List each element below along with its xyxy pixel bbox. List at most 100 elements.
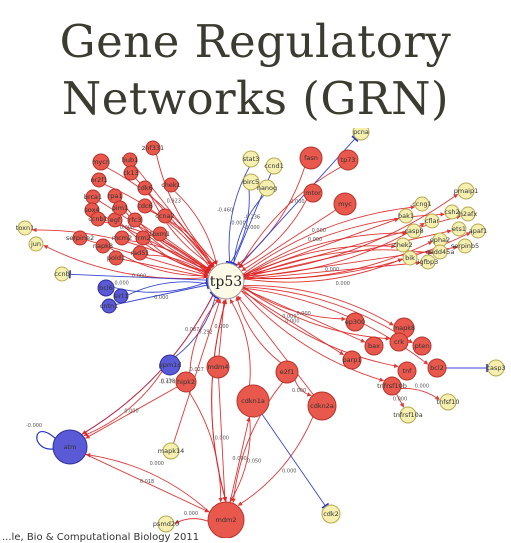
gene-node-label: mapk8: [393, 324, 415, 332]
gene-node-mdm2[interactable]: mdm2: [207, 501, 245, 538]
gene-node-bik[interactable]: bik: [402, 250, 418, 266]
edge-tp53-to-ccng1: [242, 205, 416, 275]
gene-node-ccnd1[interactable]: ccnd1: [264, 157, 284, 175]
gene-node-hipk2[interactable]: hipk2: [175, 371, 197, 393]
gene-node-ppm1d[interactable]: ppm1d: [159, 354, 182, 376]
gene-node-label: atm: [64, 443, 77, 451]
gene-node-label: foxm1: [150, 230, 170, 238]
gene-node-pold1[interactable]: pold1: [107, 250, 125, 266]
gene-node-serpine2[interactable]: serpine2: [66, 230, 94, 246]
gene-node-e2f1[interactable]: e2f1: [275, 360, 299, 384]
gene-node-ccnb_s[interactable]: ccnb: [54, 266, 70, 282]
gene-node-psmd20[interactable]: psmd20: [153, 515, 179, 533]
edge-weight-label: 0.000: [308, 237, 322, 243]
gene-node-igfbp3[interactable]: igfbp3: [418, 254, 439, 270]
gene-node-circle: [163, 177, 179, 193]
gene-node-ep300[interactable]: ep300: [345, 312, 366, 332]
edge-mdm2-to-cdkn1a: [229, 417, 251, 503]
gene-node-nr2f1[interactable]: nr2f1: [90, 172, 108, 188]
edge-weight-label: 0.000: [215, 436, 229, 442]
gene-node-bcl2[interactable]: bcl2: [427, 358, 447, 378]
gene-node-cdk6[interactable]: cdk6: [137, 180, 153, 196]
gene-node-cdk2[interactable]: cdk2: [321, 504, 341, 524]
gene-node-parp1[interactable]: parp1: [342, 350, 362, 370]
gene-node-ets1[interactable]: ets1: [451, 221, 467, 237]
gene-node-circle: [303, 183, 323, 203]
gene-node-ck13[interactable]: ck13: [123, 165, 139, 181]
gene-node-jun[interactable]: jun: [28, 236, 44, 252]
gene-node-gadd45a[interactable]: gadd45a: [426, 244, 455, 260]
gene-node-fasn[interactable]: fasn: [299, 146, 323, 170]
gene-node-mtor[interactable]: mtor: [303, 183, 323, 203]
gene-node-ccng1[interactable]: ccng1: [412, 196, 432, 212]
gene-node-casp8[interactable]: casp8: [404, 223, 424, 239]
gene-node-ccna2[interactable]: ccna2: [155, 208, 175, 224]
edge-weight-label: 0.738: [161, 379, 175, 385]
gene-node-pim1[interactable]: pim1: [112, 200, 128, 216]
gene-node-circle: [399, 406, 417, 424]
gene-node-circle: [90, 211, 106, 227]
gene-node-toxn1[interactable]: toxn1: [16, 220, 34, 236]
gene-node-mcm2[interactable]: mcm2: [112, 230, 132, 246]
gene-node-ccnb1[interactable]: ccnb1: [88, 211, 108, 227]
gene-node-label: chek1: [161, 181, 181, 189]
gene-node-tnfsf10[interactable]: tnfsf10: [437, 393, 460, 411]
edge-chek2g-to-tp53: [140, 223, 211, 271]
gene-node-pmaip1[interactable]: pmaip1: [454, 182, 479, 200]
gene-node-rrm2[interactable]: rrm2: [135, 230, 151, 246]
gene-node-foxm1[interactable]: foxm1: [150, 226, 170, 242]
gene-node-mdm4[interactable]: mdm4: [206, 355, 230, 379]
gene-node-tp73[interactable]: tp73: [337, 149, 359, 171]
gene-network-diagram: 0.9230.0000.0000.0000.000-0.460-0.000-0.…: [16, 128, 506, 538]
gene-node-mycn[interactable]: mycn: [92, 153, 110, 171]
gene-node-circle: [258, 179, 276, 197]
gene-node-rad51[interactable]: rad51: [130, 245, 150, 261]
gene-node-cdkn1a[interactable]: cdkn1a: [236, 384, 270, 418]
gene-node-tp53-hub[interactable]: tp53: [207, 262, 245, 300]
gene-node-crk[interactable]: crk: [389, 332, 409, 352]
gene-node-cdc6[interactable]: cdc6: [137, 198, 153, 214]
gene-node-csh2[interactable]: csh2: [444, 204, 460, 220]
edge-tnfrsf10b-to-tnfrsf10a: [395, 393, 405, 408]
gene-node-brca1[interactable]: brca1: [84, 189, 102, 205]
gene-node-tnfrsf10a[interactable]: tnfrsf10a: [393, 406, 423, 424]
gene-node-mapk14[interactable]: mapk14: [158, 442, 184, 460]
gene-node-pcna[interactable]: pcna: [352, 128, 370, 141]
gene-node-stat3[interactable]: stat3: [242, 150, 260, 168]
gene-node-chek1b[interactable]: chek2: [393, 237, 413, 253]
gene-node-sirt1[interactable]: sirt1: [113, 288, 129, 304]
gene-node-label: rad51: [130, 249, 149, 257]
gene-node-bax[interactable]: bax: [364, 336, 384, 356]
gene-node-napk8[interactable]: napk8: [93, 238, 113, 254]
gene-node-pten[interactable]: pten: [412, 336, 432, 356]
gene-node-cntn1[interactable]: cntn1: [100, 298, 119, 314]
edge-weight-label: -0.000: [288, 199, 304, 205]
gene-node-tnfrsf10b[interactable]: tnfrsf10b: [377, 376, 407, 396]
gene-node-label: znf331: [142, 144, 164, 152]
gene-node-h2afx[interactable]: h2afx: [459, 206, 478, 222]
gene-node-chek1[interactable]: chek1: [161, 177, 181, 193]
gene-node-label: nanog: [257, 184, 277, 192]
gene-node-bub1[interactable]: bub1: [122, 152, 139, 168]
gene-node-circle: [152, 226, 168, 242]
gene-node-label: ccnb: [54, 270, 69, 278]
gene-node-tnf[interactable]: tnf: [397, 361, 417, 381]
gene-node-atm[interactable]: atm: [52, 429, 88, 465]
gene-node-serpinb5[interactable]: serpinb5: [451, 238, 479, 254]
gene-node-myc[interactable]: myc: [333, 192, 357, 216]
gene-node-casp3[interactable]: casp3: [486, 359, 506, 377]
gene-node-bak1[interactable]: bak1: [398, 208, 414, 224]
gene-node-circle: [389, 332, 409, 352]
gene-node-nanog[interactable]: nanog: [257, 179, 277, 197]
gene-node-cflar[interactable]: cflar: [424, 213, 440, 229]
gene-node-label: bcl2: [430, 364, 444, 372]
gene-node-chek2g[interactable]: rfc3: [127, 212, 143, 228]
gene-node-birc5[interactable]: birc5: [242, 173, 260, 191]
gene-node-apaf1[interactable]: apaf1: [469, 223, 488, 239]
gene-node-cdkn2a[interactable]: cdkn2a: [307, 391, 337, 421]
edge-e2f1-to-tp53: [235, 296, 282, 364]
gene-node-bcl6[interactable]: bcl6: [97, 279, 115, 297]
edge-tp53-to-igfbp3: [243, 260, 421, 280]
gene-node-znf331[interactable]: znf331: [142, 140, 164, 156]
gene-node-circle: [175, 371, 197, 393]
